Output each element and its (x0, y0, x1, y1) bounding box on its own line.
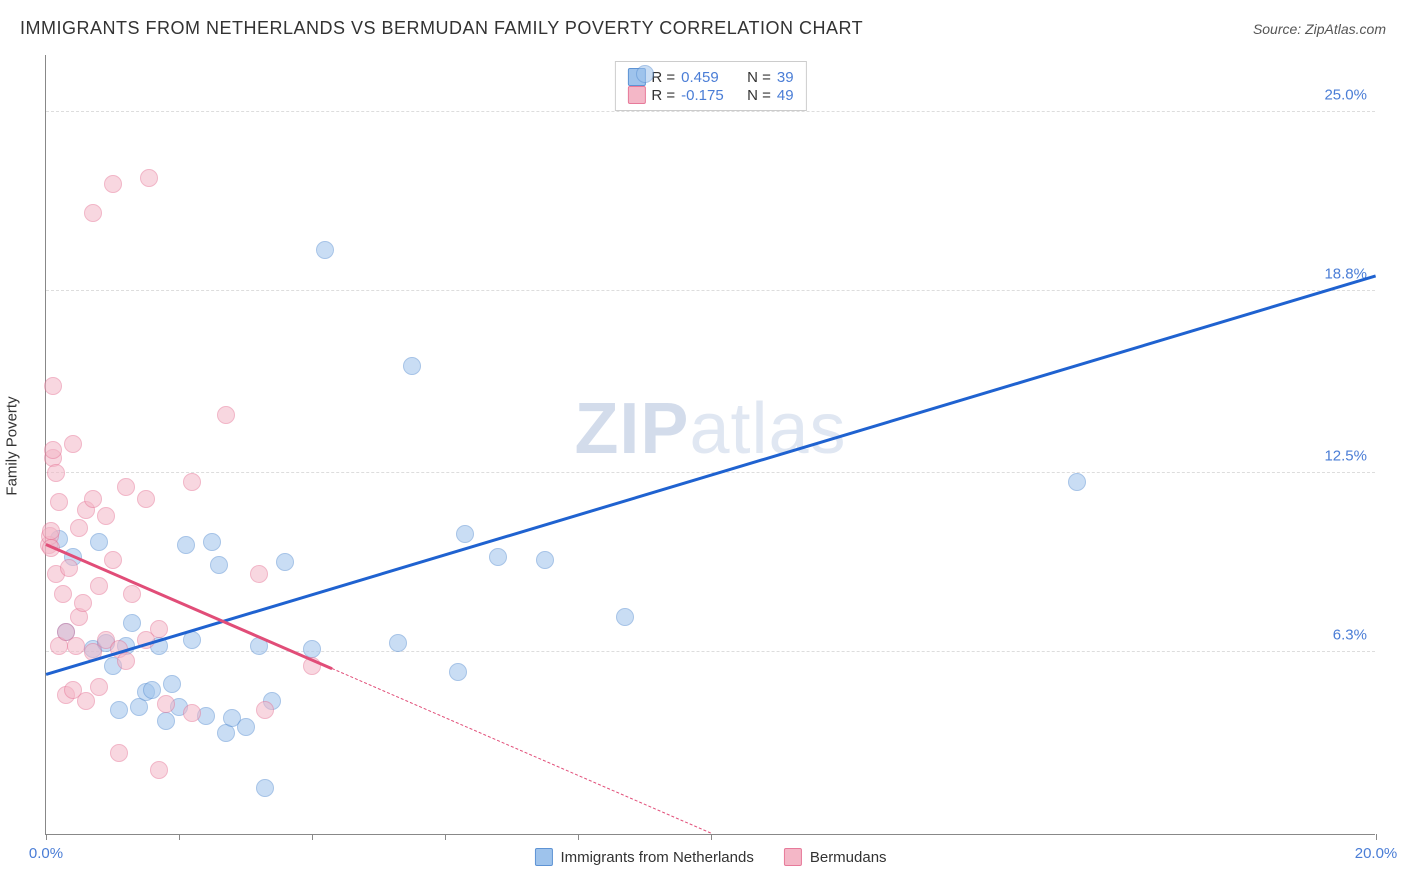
data-point (256, 701, 274, 719)
data-point (389, 634, 407, 652)
title-bar: IMMIGRANTS FROM NETHERLANDS VS BERMUDAN … (20, 18, 1386, 39)
data-point (123, 614, 141, 632)
data-point (217, 406, 235, 424)
data-point (137, 490, 155, 508)
data-point (110, 701, 128, 719)
data-point (42, 522, 60, 540)
data-point (70, 519, 88, 537)
data-point (110, 744, 128, 762)
data-point (143, 681, 161, 699)
data-point (163, 675, 181, 693)
watermark-bold: ZIP (574, 389, 689, 469)
source-attribution: Source: ZipAtlas.com (1253, 21, 1386, 37)
data-point (50, 493, 68, 511)
data-point (256, 779, 274, 797)
y-tick-label: 12.5% (1324, 447, 1367, 464)
x-tick (179, 834, 180, 840)
data-point (403, 357, 421, 375)
data-point (104, 175, 122, 193)
legend-r-label: R = (651, 87, 675, 104)
data-point (64, 435, 82, 453)
scatter-chart: ZIPatlas R = 0.459 N = 39 R = -0.175 N = 49… (45, 55, 1375, 835)
legend-series-item: Immigrants from Netherlands (534, 848, 753, 866)
data-point (237, 718, 255, 736)
gridline (46, 651, 1375, 652)
source-prefix: Source: (1253, 21, 1305, 37)
data-point (54, 585, 72, 603)
y-tick-label: 6.3% (1333, 627, 1367, 644)
data-point (157, 695, 175, 713)
data-point (157, 712, 175, 730)
data-point (123, 585, 141, 603)
legend-swatch (784, 848, 802, 866)
data-point (616, 608, 634, 626)
data-point (183, 473, 201, 491)
data-point (183, 704, 201, 722)
chart-title: IMMIGRANTS FROM NETHERLANDS VS BERMUDAN … (20, 18, 863, 39)
x-tick (445, 834, 446, 840)
data-point (90, 577, 108, 595)
data-point (117, 478, 135, 496)
data-point (117, 652, 135, 670)
legend-r-label: R = (651, 69, 675, 86)
legend-label: Bermudans (810, 849, 887, 866)
data-point (489, 548, 507, 566)
legend-n-label: N = (747, 87, 771, 104)
data-point (276, 553, 294, 571)
legend-swatch (627, 86, 645, 104)
data-point (60, 559, 78, 577)
data-point (84, 490, 102, 508)
trend-line-extrapolated (332, 668, 711, 834)
y-tick-label: 25.0% (1324, 86, 1367, 103)
data-point (1068, 473, 1086, 491)
data-point (177, 536, 195, 554)
data-point (90, 678, 108, 696)
gridline (46, 111, 1375, 112)
legend-r-value: -0.175 (681, 87, 741, 104)
legend-n-value: 49 (777, 87, 794, 104)
y-axis-label: Family Poverty (4, 396, 21, 495)
data-point (183, 631, 201, 649)
legend-n-label: N = (747, 69, 771, 86)
x-tick (46, 834, 47, 840)
legend-n-value: 39 (777, 69, 794, 86)
data-point (210, 556, 228, 574)
data-point (150, 620, 168, 638)
x-tick (1376, 834, 1377, 840)
data-point (316, 241, 334, 259)
x-tick (711, 834, 712, 840)
source-name: ZipAtlas.com (1305, 21, 1386, 37)
legend-r-value: 0.459 (681, 69, 741, 86)
watermark: ZIPatlas (574, 388, 846, 470)
data-point (77, 692, 95, 710)
legend-swatch (534, 848, 552, 866)
x-tick (578, 834, 579, 840)
data-point (250, 565, 268, 583)
x-tick-label: 20.0% (1355, 845, 1398, 862)
gridline (46, 290, 1375, 291)
data-point (44, 441, 62, 459)
data-point (90, 533, 108, 551)
legend-series-item: Bermudans (784, 848, 887, 866)
data-point (104, 551, 122, 569)
legend-stat-row: R = -0.175 N = 49 (627, 86, 793, 104)
x-tick-label: 0.0% (29, 845, 63, 862)
data-point (84, 204, 102, 222)
data-point (140, 169, 158, 187)
trend-line (46, 274, 1377, 675)
x-tick (312, 834, 313, 840)
data-point (97, 507, 115, 525)
data-point (44, 377, 62, 395)
data-point (47, 464, 65, 482)
legend-label: Immigrants from Netherlands (560, 849, 753, 866)
legend-series: Immigrants from Netherlands Bermudans (534, 848, 886, 866)
data-point (74, 594, 92, 612)
data-point (456, 525, 474, 543)
data-point (449, 663, 467, 681)
data-point (150, 761, 168, 779)
data-point (203, 533, 221, 551)
data-point (67, 637, 85, 655)
data-point (536, 551, 554, 569)
data-point (636, 65, 654, 83)
